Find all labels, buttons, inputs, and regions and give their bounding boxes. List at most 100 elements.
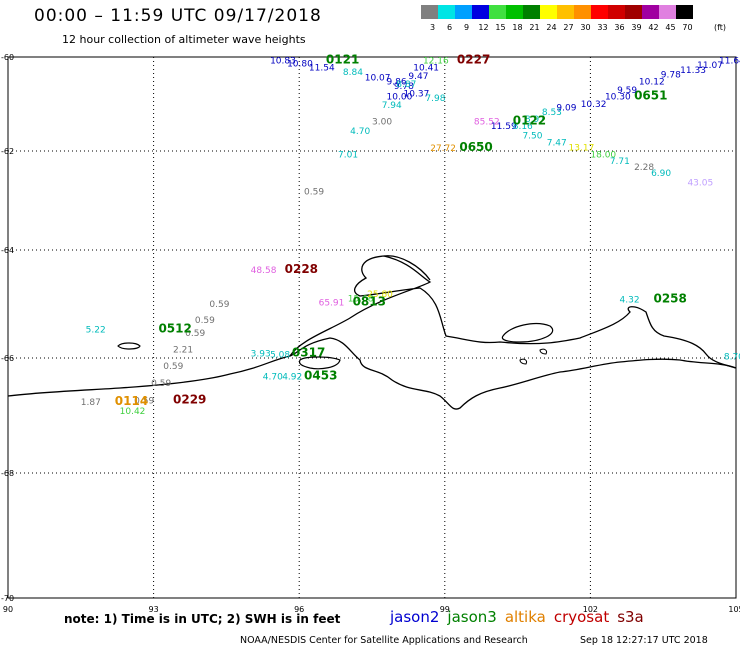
color-scale-swatch bbox=[642, 5, 659, 19]
satellite-legend-item: s3a bbox=[617, 608, 644, 626]
pass-time-label: 0114 bbox=[115, 394, 148, 408]
color-scale-swatch bbox=[523, 5, 540, 19]
wave-height-label: 10.41 bbox=[413, 63, 439, 73]
wave-height-label: 0.59 bbox=[163, 362, 183, 372]
color-scale-label: 42 bbox=[648, 23, 659, 32]
satellite-legend-item: jason3 bbox=[447, 608, 497, 626]
longitude-tick-label: 102 bbox=[583, 605, 598, 614]
wave-height-label: 43.05 bbox=[687, 179, 713, 189]
wave-height-label: 25.80 bbox=[367, 290, 393, 300]
color-scale-swatch bbox=[540, 5, 557, 19]
color-scale-swatch bbox=[591, 5, 608, 19]
wave-height-label: 65.91 bbox=[319, 298, 345, 308]
color-scale-label: 24 bbox=[546, 23, 557, 32]
color-scale-swatch bbox=[455, 5, 472, 19]
wave-height-label: 2.28 bbox=[634, 163, 654, 173]
wave-height-label: 4.70 bbox=[350, 127, 370, 137]
wave-height-label: 7.47 bbox=[547, 139, 567, 149]
wave-height-label: 15.68 bbox=[348, 295, 374, 305]
wave-height-label: 4.92 bbox=[282, 372, 302, 382]
wave-height-label: 7.50 bbox=[522, 132, 542, 142]
wave-height-label: 11.59 bbox=[491, 122, 517, 132]
color-scale-swatch bbox=[659, 5, 676, 19]
color-scale-label: 18 bbox=[512, 23, 523, 32]
wave-height-label: 1.87 bbox=[81, 398, 101, 408]
pass-time-label: 0317 bbox=[292, 346, 325, 360]
color-scale-label: 6 bbox=[446, 23, 453, 32]
color-scale-label: 39 bbox=[631, 23, 642, 32]
wave-height-label: 8.97 bbox=[525, 115, 545, 125]
island-outline bbox=[501, 323, 554, 343]
color-scale-swatch bbox=[438, 5, 455, 19]
pass-time-label: 0122 bbox=[513, 113, 546, 127]
color-scale-label: 21 bbox=[529, 23, 540, 32]
pass-time-label: 0228 bbox=[285, 262, 318, 276]
color-scale-swatch bbox=[472, 5, 489, 19]
wave-height-label: 12.16 bbox=[423, 56, 449, 66]
wave-height-label: 8.87 bbox=[396, 80, 416, 90]
wave-height-label: 8.53 bbox=[542, 108, 562, 118]
color-scale-unit: (ft) bbox=[714, 23, 727, 32]
credit-text: NOAA/NESDIS Center for Satellite Applica… bbox=[240, 635, 528, 646]
pass-time-label: 0650 bbox=[459, 140, 492, 154]
wave-height-label: 9.78 bbox=[394, 82, 414, 92]
wave-height-label: 8.16 bbox=[513, 122, 533, 132]
longitude-tick-label: 99 bbox=[440, 605, 450, 614]
wave-height-label: 4.70 bbox=[263, 372, 283, 382]
wave-height-label: 85.52 bbox=[474, 117, 500, 127]
wave-height-label: 0.59 bbox=[151, 379, 171, 389]
wave-height-label: 13.17 bbox=[569, 143, 595, 153]
color-scale-label: 3 bbox=[429, 23, 436, 32]
antarctic-coastline bbox=[7, 337, 737, 410]
wave-height-label: 7.71 bbox=[610, 157, 630, 167]
latitude-tick-label: -66 bbox=[1, 354, 14, 363]
footer-note: note: 1) Time is in UTC; 2) SWH is in fe… bbox=[64, 612, 341, 626]
color-scale-swatch bbox=[574, 5, 591, 19]
chart-subtitle: 12 hour collection of altimeter wave hei… bbox=[62, 33, 306, 46]
chart-title: 00:00 – 11:59 UTC 09/17/2018 bbox=[34, 6, 322, 26]
wave-height-label: 11.33 bbox=[680, 66, 706, 76]
wave-height-label: 4.32 bbox=[620, 296, 640, 306]
wave-height-label: 2.21 bbox=[173, 345, 193, 355]
wave-height-label: 10.42 bbox=[120, 407, 146, 417]
latitude-tick-label: -60 bbox=[1, 53, 14, 62]
wave-height-label: 11.07 bbox=[697, 61, 723, 71]
color-scale-label: 15 bbox=[495, 23, 506, 32]
color-scale-swatch bbox=[489, 5, 506, 19]
satellite-legend: jason2 jason3 altika cryosat s3a bbox=[390, 608, 652, 626]
wave-height-label: 9.47 bbox=[408, 72, 428, 82]
wave-height-label: 10.00 bbox=[387, 93, 413, 103]
color-scale-label: 33 bbox=[597, 23, 608, 32]
color-scale-label: 12 bbox=[478, 23, 489, 32]
pass-time-label: 0121 bbox=[326, 52, 359, 66]
wave-height-label: 7.98 bbox=[425, 94, 445, 104]
wave-height-label: 18.00 bbox=[590, 150, 616, 160]
longitude-tick-label: 93 bbox=[149, 605, 159, 614]
color-scale-swatch bbox=[421, 5, 438, 19]
wave-height-label: 0.59 bbox=[304, 188, 324, 198]
longitude-tick-label: 90 bbox=[3, 605, 13, 614]
color-scale-swatch bbox=[676, 5, 693, 19]
color-scale-label: 9 bbox=[463, 23, 470, 32]
pass-time-label: 0258 bbox=[653, 292, 686, 306]
pass-time-label: 0229 bbox=[173, 392, 206, 406]
wave-height-label: 10.37 bbox=[404, 89, 430, 99]
color-scale-label: 70 bbox=[682, 23, 693, 32]
wave-height-label: 0.59 bbox=[209, 300, 229, 310]
latitude-tick-label: -68 bbox=[1, 469, 14, 478]
wave-height-label: 10.07 bbox=[365, 74, 391, 84]
wave-height-label: 0.59 bbox=[134, 396, 154, 406]
wave-height-label: 9.09 bbox=[556, 103, 576, 113]
wave-height-label: 7.94 bbox=[382, 101, 402, 111]
color-scale-label: 27 bbox=[563, 23, 574, 32]
wave-height-label: 10.80 bbox=[287, 60, 313, 70]
wave-height-label: 11.64 bbox=[719, 56, 740, 66]
pass-time-label: 0453 bbox=[304, 368, 337, 382]
wave-height-label: 9.86 bbox=[387, 78, 407, 88]
pass-time-label: 0227 bbox=[457, 52, 490, 66]
satellite-legend-item: cryosat bbox=[553, 608, 610, 626]
island-outline bbox=[298, 356, 341, 370]
peninsula-outline bbox=[383, 255, 431, 281]
wave-height-label: 6.90 bbox=[651, 169, 671, 179]
islet-outline bbox=[519, 358, 527, 365]
